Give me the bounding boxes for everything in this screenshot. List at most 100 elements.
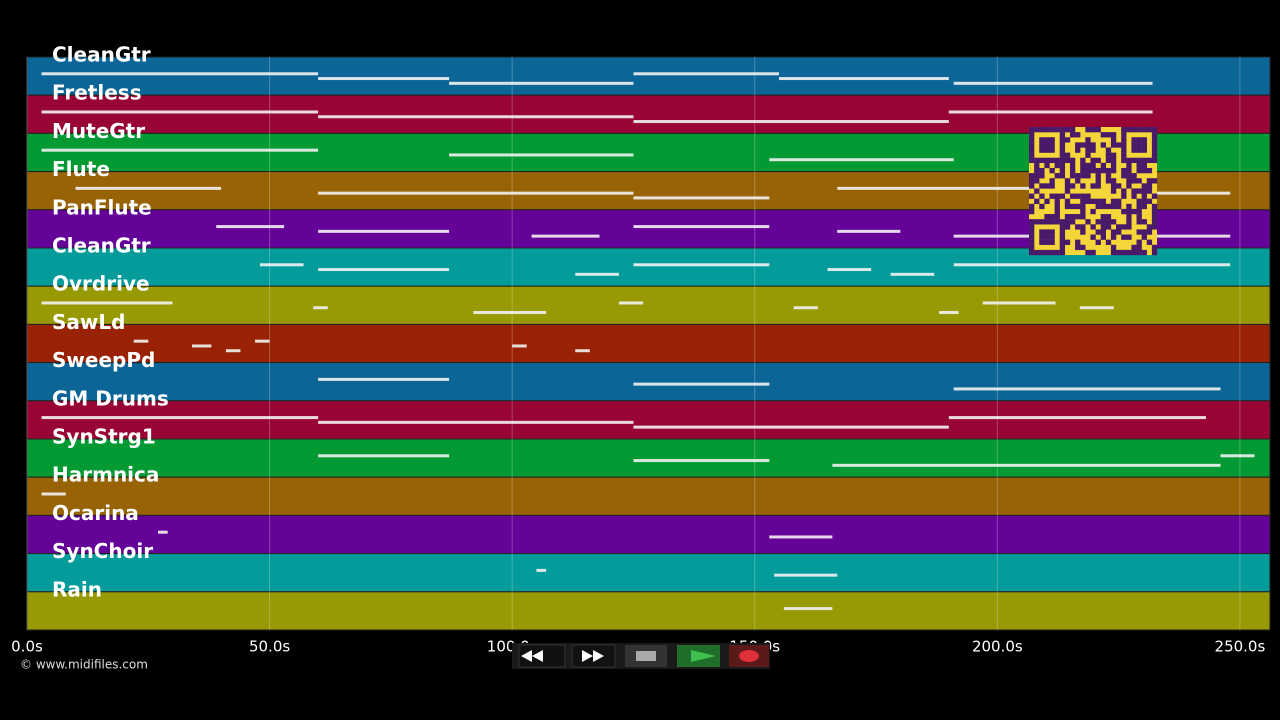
qr-cell	[1085, 162, 1091, 169]
fast-forward-button[interactable]	[571, 644, 616, 668]
note	[449, 153, 634, 157]
qr-cell	[1141, 229, 1147, 235]
qr-cell	[1136, 188, 1142, 194]
qr-cell	[1069, 219, 1076, 225]
qr-cell	[1069, 173, 1076, 179]
qr-cell	[1095, 229, 1101, 235]
qr-cell	[1105, 167, 1112, 174]
qr-cell	[1136, 147, 1142, 153]
qr-cell	[1136, 137, 1142, 143]
qr-cell	[1080, 167, 1086, 174]
qr-cell	[1105, 152, 1112, 158]
qr-cell	[1146, 198, 1153, 204]
qr-cell	[1085, 249, 1091, 256]
qr-cell	[1151, 152, 1158, 158]
qr-cell	[1039, 219, 1045, 225]
qr-cell	[1110, 157, 1117, 164]
qr-cell	[1039, 193, 1045, 199]
qr-cell	[1090, 127, 1096, 133]
qr-cell	[1075, 178, 1081, 184]
qr-cell	[1131, 173, 1137, 179]
qr-cell	[1110, 188, 1117, 194]
qr-cell	[1105, 132, 1112, 138]
qr-cell	[1121, 127, 1127, 133]
qr-cell	[1136, 244, 1142, 251]
qr-cell	[1044, 137, 1050, 143]
qr-cell	[1085, 173, 1091, 179]
qr-cell	[1075, 193, 1081, 199]
qr-cell	[1090, 167, 1096, 174]
qr-cell	[1064, 183, 1071, 189]
stop-button[interactable]	[625, 645, 667, 667]
qr-cell	[1121, 132, 1127, 138]
qr-cell	[1136, 219, 1142, 225]
qr-cell	[1044, 239, 1050, 245]
qr-cell	[1141, 157, 1147, 164]
qr-cell	[1105, 147, 1112, 153]
qr-cell	[1136, 203, 1142, 210]
qr-cell	[1116, 183, 1122, 189]
qr-cell	[1110, 219, 1117, 225]
qr-cell	[1034, 219, 1040, 225]
qr-cell	[1126, 127, 1132, 133]
qr-cell	[1080, 214, 1086, 220]
qr-cell	[1116, 229, 1122, 235]
qr-cell	[1141, 188, 1147, 194]
qr-cell	[1090, 208, 1096, 215]
note	[633, 72, 780, 76]
qr-cell	[1105, 157, 1112, 164]
track-lane	[26, 362, 1271, 402]
qr-cell	[1121, 208, 1127, 215]
qr-cell	[1029, 152, 1035, 158]
qr-cell	[1059, 147, 1066, 153]
track-lane	[26, 400, 1271, 440]
qr-cell	[1085, 147, 1091, 153]
qr-cell	[1100, 234, 1106, 240]
note	[633, 382, 770, 386]
qr-cell	[1141, 203, 1147, 210]
record-button[interactable]	[729, 645, 769, 667]
qr-cell	[1126, 173, 1132, 179]
qr-cell	[1095, 239, 1101, 245]
note	[318, 420, 634, 424]
qr-cell	[1059, 249, 1066, 256]
qr-cell	[1121, 224, 1127, 230]
qr-cell	[1039, 229, 1045, 235]
qr-cell	[1100, 132, 1106, 138]
qr-cell	[1151, 214, 1158, 220]
qr-cell	[1141, 127, 1147, 133]
qr-cell	[1090, 224, 1096, 230]
qr-cell	[1064, 203, 1071, 210]
qr-cell	[1044, 229, 1050, 235]
qr-cell	[1141, 183, 1147, 189]
qr-cell	[1121, 137, 1127, 143]
qr-cell	[1126, 214, 1132, 220]
note	[512, 344, 527, 348]
note	[133, 339, 149, 343]
qr-code	[1029, 127, 1158, 256]
qr-cell	[1034, 178, 1040, 184]
qr-cell	[1146, 188, 1153, 194]
qr-cell	[1131, 244, 1137, 251]
qr-cell	[1080, 203, 1086, 210]
qr-cell	[1100, 224, 1106, 230]
qr-cell	[1054, 127, 1060, 133]
qr-cell	[1029, 219, 1035, 225]
qr-cell	[1151, 203, 1158, 210]
qr-cell	[1049, 229, 1055, 235]
play-button[interactable]	[677, 645, 720, 667]
qr-cell	[1059, 132, 1066, 138]
qr-cell	[1126, 234, 1132, 240]
qr-cell	[1090, 183, 1096, 189]
qr-cell	[1049, 178, 1055, 184]
rewind-button[interactable]	[518, 644, 566, 668]
note	[157, 530, 168, 534]
qr-cell	[1141, 137, 1147, 143]
qr-cell	[1064, 127, 1071, 133]
qr-cell	[1029, 183, 1035, 189]
qr-cell	[1029, 224, 1035, 230]
qr-cell	[1054, 208, 1060, 215]
qr-cell	[1049, 142, 1055, 148]
qr-cell	[1059, 127, 1066, 133]
qr-cell	[1085, 137, 1091, 143]
